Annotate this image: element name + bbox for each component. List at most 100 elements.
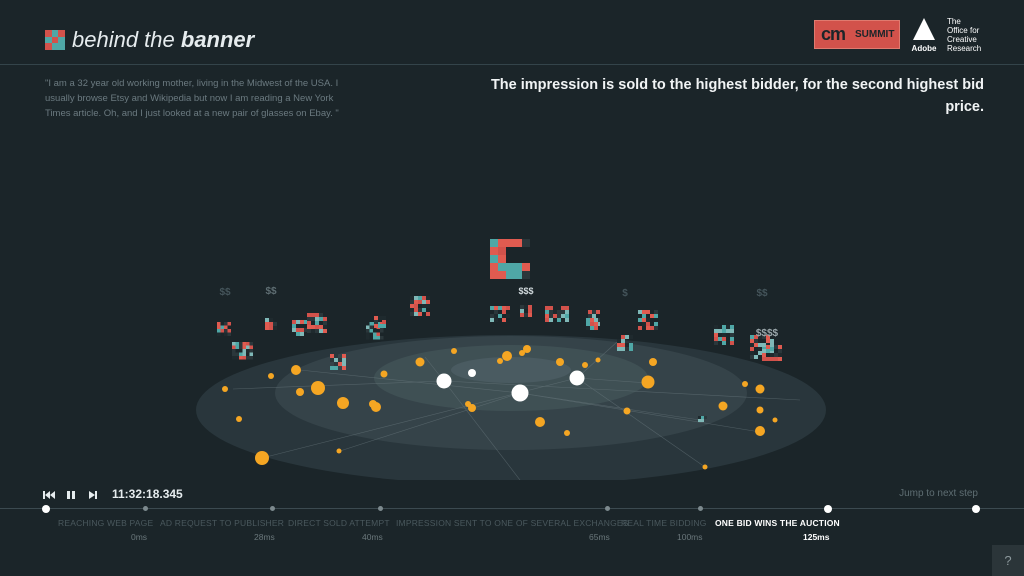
winning-ad[interactable] [490, 239, 530, 279]
cm-summit-logo[interactable]: cm SUMMIT [814, 20, 900, 49]
bid-label: $$ [756, 288, 768, 299]
ad-creative[interactable] [714, 325, 734, 345]
bidder-dot[interactable] [641, 375, 655, 389]
step-reaching-web-page[interactable]: REACHING WEB PAGE [58, 518, 154, 528]
adobe-logo-text: Adobe [911, 44, 937, 53]
timeline-marker[interactable] [378, 506, 383, 511]
bidder-dot[interactable] [718, 401, 728, 411]
bidder-dot[interactable] [255, 451, 269, 465]
rewind-button[interactable] [42, 487, 56, 501]
bidder-dot[interactable] [369, 400, 377, 408]
bidder-dot[interactable] [336, 448, 342, 454]
bidder-dot[interactable] [535, 417, 545, 427]
ad-pixel [369, 329, 373, 333]
ad-pixel [490, 314, 494, 318]
bidder-dot[interactable] [222, 386, 228, 392]
ad-creative[interactable] [330, 354, 346, 370]
ad-creative[interactable] [520, 305, 532, 317]
bidder-dot[interactable] [337, 397, 349, 409]
bidder-dot[interactable] [519, 350, 525, 356]
bidder-dot[interactable] [556, 358, 564, 366]
ad-pixel [762, 343, 766, 347]
ad-pixel [323, 317, 327, 321]
ad-pixel [766, 349, 770, 353]
bidder-dot[interactable] [756, 406, 764, 414]
ad-creative[interactable] [292, 320, 308, 336]
ad-pixel [296, 320, 300, 324]
bidder-dot[interactable] [564, 430, 570, 436]
bidder-dot[interactable] [380, 370, 388, 378]
ad-creative[interactable] [217, 322, 231, 336]
ad-creative[interactable] [232, 342, 253, 360]
bidder-dot[interactable] [502, 351, 512, 361]
step-ad-request[interactable]: AD REQUEST TO PUBLISHER [160, 518, 285, 528]
ad-creative[interactable] [374, 316, 386, 328]
ad-pixel [646, 322, 650, 326]
timeline-track[interactable] [0, 508, 1024, 509]
exchange-hub-winner[interactable] [511, 384, 529, 402]
bidder-dot[interactable] [268, 373, 274, 379]
timeline-start-marker[interactable] [42, 505, 50, 513]
step-time: 28ms [254, 532, 275, 542]
timeline-current-marker[interactable] [824, 505, 832, 513]
ad-pixel [617, 343, 621, 347]
ad-creative[interactable] [410, 296, 430, 316]
ad-creative[interactable] [586, 318, 598, 330]
bidder-dot[interactable] [755, 426, 765, 436]
ad-pixel [319, 325, 323, 329]
bidder-dot[interactable] [296, 388, 304, 396]
bidder-dot[interactable] [415, 357, 425, 367]
bidder-dot[interactable] [465, 401, 471, 407]
ad-pixel [418, 312, 422, 316]
bidder-dot[interactable] [755, 384, 765, 394]
bidder-dot[interactable] [523, 345, 531, 353]
bidder-dot[interactable] [702, 464, 708, 470]
bidder-dot[interactable] [623, 407, 631, 415]
adobe-logo[interactable]: Adobe [910, 18, 938, 56]
ad-creative[interactable] [490, 306, 510, 322]
playback-controls: 11:32:18.345 [42, 486, 183, 502]
step-one-bid-wins[interactable]: ONE BID WINS THE AUCTION [715, 518, 840, 528]
brand-title[interactable]: behind the banner [72, 27, 254, 53]
timeline-marker[interactable] [605, 506, 610, 511]
timeline-marker[interactable] [143, 506, 148, 511]
ad-creative[interactable] [638, 310, 658, 330]
step-real-time-bidding[interactable]: REAL TIME BIDDING [621, 518, 707, 528]
step-forward-button[interactable] [86, 487, 100, 501]
timeline-marker[interactable] [698, 506, 703, 511]
bidder-dot[interactable] [582, 362, 588, 368]
timeline-marker[interactable] [270, 506, 275, 511]
bidder-dot[interactable] [311, 381, 325, 395]
pause-button[interactable] [64, 487, 78, 501]
exchange-hub[interactable] [436, 373, 452, 389]
ad-pixel [617, 339, 621, 343]
jump-to-next-step-link[interactable]: Jump to next step [899, 488, 978, 499]
exchange-hub[interactable] [569, 370, 585, 386]
step-impression-sent[interactable]: IMPRESSION SENT TO ONE OF SEVERAL EXCHAN… [396, 518, 629, 528]
help-button[interactable]: ? [992, 545, 1024, 576]
bidder-dot[interactable] [649, 358, 657, 366]
ad-creative[interactable] [307, 313, 327, 333]
bidder-dot[interactable] [236, 416, 242, 422]
ad-pixel [235, 342, 239, 346]
ad-creative[interactable] [545, 306, 569, 322]
bidder-dot[interactable] [772, 417, 778, 423]
bidder-dot[interactable] [291, 365, 301, 375]
bidder-dot[interactable] [595, 357, 601, 363]
ad-creative[interactable] [265, 318, 277, 330]
ad-pixel [269, 326, 273, 330]
ad-pixel [273, 326, 277, 330]
ad-pixel [382, 316, 386, 320]
ad-creative[interactable] [762, 345, 782, 361]
ad-pixel [561, 314, 565, 318]
exchange-hub-small[interactable] [468, 369, 476, 377]
bidder-dot[interactable] [742, 381, 748, 387]
bidder-dot[interactable] [451, 348, 457, 354]
bidder-dot[interactable] [497, 358, 503, 364]
step-direct-sold[interactable]: DIRECT SOLD ATTEMPT [288, 518, 390, 528]
ad-creative[interactable] [698, 416, 707, 422]
ad-pixel [726, 329, 730, 333]
office-creative-research-logo[interactable]: The Office for Creative Research [947, 17, 997, 53]
ad-creative[interactable] [617, 335, 633, 351]
timeline-end-marker[interactable] [972, 505, 980, 513]
